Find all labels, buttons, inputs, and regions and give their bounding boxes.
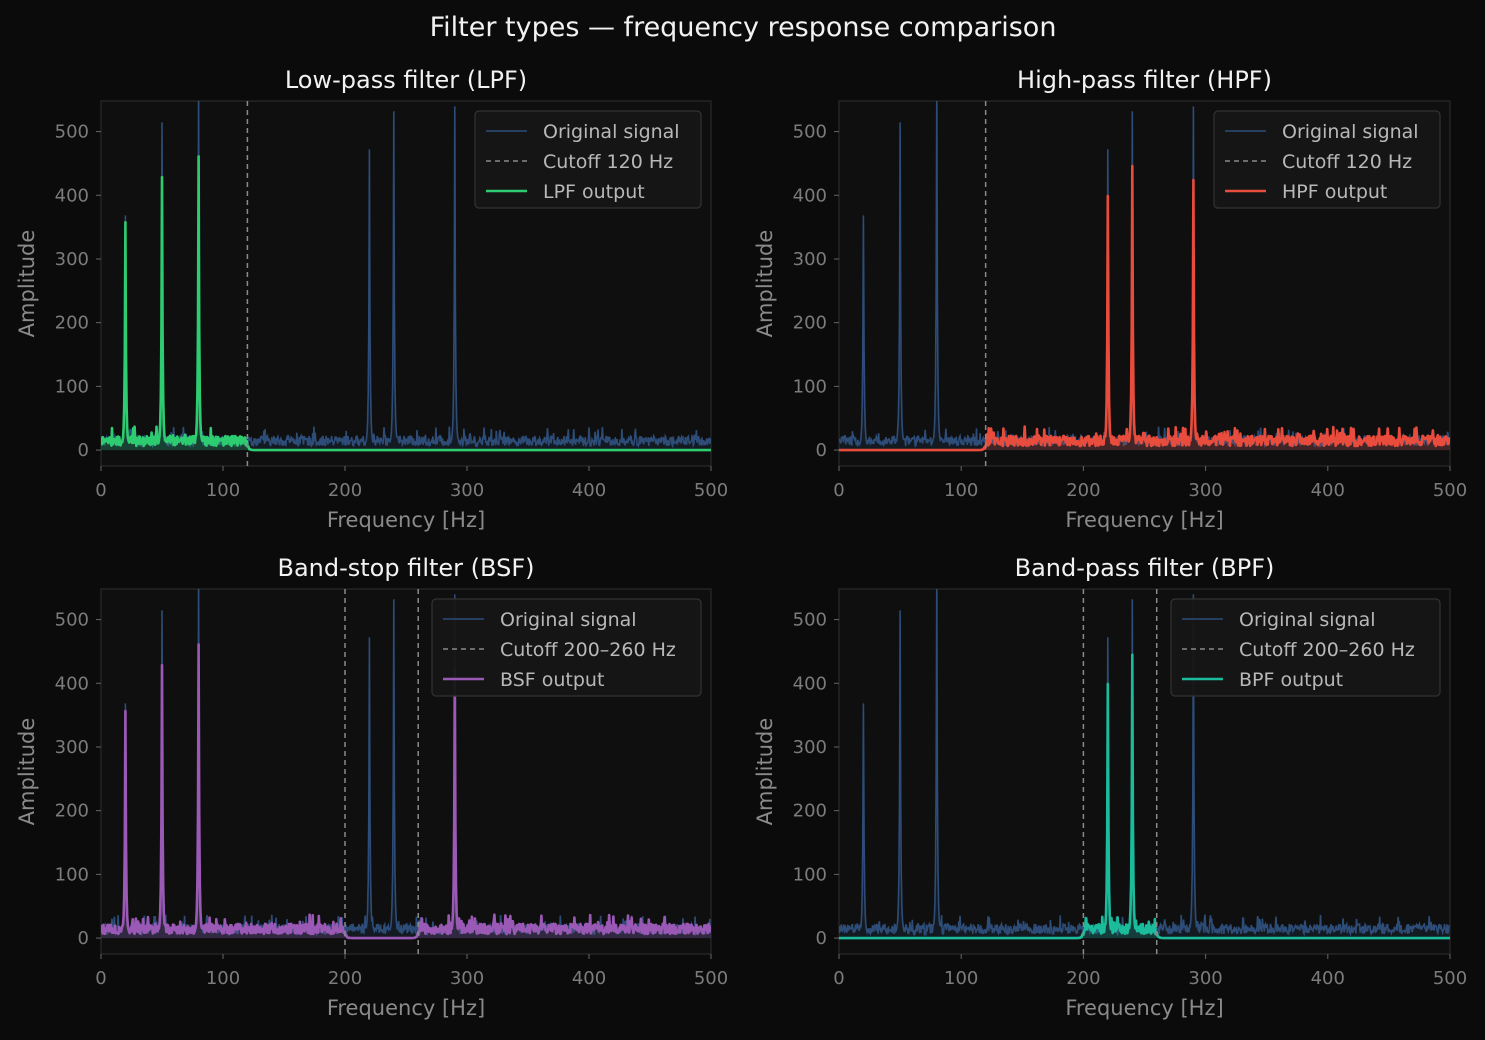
x-axis-label: Frequency [Hz] (1065, 996, 1223, 1020)
plot-area (839, 589, 1450, 954)
x-tick-label: 0 (95, 968, 106, 989)
figure-title: Filter types — frequency response compar… (430, 12, 1057, 43)
y-axis-label: Amplitude (15, 230, 39, 338)
y-tick-label: 500 (55, 122, 89, 143)
y-tick-label: 100 (793, 376, 827, 397)
bsf-output-line (101, 643, 711, 940)
y-tick-label: 200 (55, 313, 89, 334)
x-tick-label: 200 (328, 480, 362, 501)
legend-box (1213, 110, 1441, 209)
y-tick-label: 200 (793, 801, 827, 822)
y-tick-label: 400 (793, 185, 827, 206)
y-tick-label: 500 (55, 610, 89, 631)
y-axis-label: Amplitude (15, 718, 39, 826)
x-tick-label: 500 (1433, 480, 1467, 501)
y-axis-label: Amplitude (753, 230, 777, 338)
x-tick-label: 400 (1311, 968, 1345, 989)
legend-label: BPF output (1239, 669, 1343, 691)
x-tick-label: 0 (833, 480, 844, 501)
y-tick-label: 200 (793, 313, 827, 334)
x-tick-label: 500 (694, 480, 728, 501)
x-tick-label: 100 (944, 480, 978, 501)
y-tick-label: 500 (793, 122, 827, 143)
x-tick-label: 200 (1066, 480, 1100, 501)
plot-area (839, 101, 1450, 466)
legend-box (474, 110, 702, 209)
legend-label: BSF output (500, 669, 604, 691)
legend: Original signal Cutoff 120 Hz LPF output (474, 110, 702, 209)
subplot-bsf: Band-stop filter (BSF) 0 100 200 300 400 500 0 1… (15, 554, 728, 1020)
y-tick-label: 100 (55, 864, 89, 885)
legend: Original signal Cutoff 200–260 Hz BSF outp… (431, 598, 702, 697)
x-tick-label: 500 (1433, 968, 1467, 989)
y-tick-label: 0 (78, 440, 89, 461)
x-tick-label: 400 (572, 480, 606, 501)
y-tick-label: 400 (55, 673, 89, 694)
legend-label: Original signal (543, 121, 680, 143)
x-axis-label: Frequency [Hz] (1065, 508, 1223, 532)
subplot-lpf: Low-pass filter (LPF) 0 100 200 300 400 500 0 10… (15, 66, 728, 532)
x-tick-label: 500 (694, 968, 728, 989)
y-tick-label: 0 (78, 928, 89, 949)
legend-label: LPF output (543, 181, 645, 203)
x-tick-label: 100 (206, 480, 240, 501)
x-tick-label: 0 (95, 480, 106, 501)
y-tick-label: 300 (793, 249, 827, 270)
hpf-output-line (839, 164, 1450, 452)
x-tick-label: 0 (833, 968, 844, 989)
legend: Original signal Cutoff 200–260 Hz BPF outp… (1170, 598, 1441, 697)
y-axis-label: Amplitude (753, 718, 777, 826)
x-tick-label: 300 (1188, 968, 1222, 989)
x-axis-label: Frequency [Hz] (327, 996, 485, 1020)
legend-label: HPF output (1282, 181, 1387, 203)
subplot-title: High-pass filter (HPF) (1017, 66, 1272, 94)
subplot-bpf: Band-pass filter (BPF) 0 100 200 300 400 500 0 1… (753, 554, 1467, 1020)
legend-label: Cutoff 120 Hz (543, 151, 673, 173)
legend-label: Cutoff 120 Hz (1282, 151, 1412, 173)
x-tick-label: 200 (1066, 968, 1100, 989)
subplot-hpf: High-pass filter (HPF) 0 100 200 300 400 500 0 1… (753, 66, 1467, 532)
subplot-title: Band-stop filter (BSF) (277, 554, 534, 582)
legend-label: Cutoff 200–260 Hz (1239, 639, 1415, 661)
axes-frame (100, 588, 712, 955)
y-tick-label: 300 (55, 249, 89, 270)
legend-box (1170, 598, 1441, 697)
x-tick-label: 100 (944, 968, 978, 989)
legend-label: Cutoff 200–260 Hz (500, 639, 676, 661)
y-tick-label: 300 (55, 737, 89, 758)
y-tick-label: 0 (816, 440, 827, 461)
y-tick-label: 500 (793, 610, 827, 631)
plot-area (101, 101, 711, 466)
legend-label: Original signal (1239, 609, 1376, 631)
y-tick-label: 300 (793, 737, 827, 758)
x-tick-label: 300 (450, 968, 484, 989)
legend-label: Original signal (500, 609, 637, 631)
y-tick-label: 100 (55, 376, 89, 397)
legend-label: Original signal (1282, 121, 1419, 143)
x-tick-label: 200 (328, 968, 362, 989)
x-tick-label: 400 (1311, 480, 1345, 501)
y-tick-label: 100 (793, 864, 827, 885)
y-tick-label: 400 (55, 185, 89, 206)
y-tick-label: 400 (793, 673, 827, 694)
x-tick-label: 300 (450, 480, 484, 501)
y-tick-label: 0 (816, 928, 827, 949)
x-tick-label: 300 (1188, 480, 1222, 501)
legend: Original signal Cutoff 120 Hz HPF output (1213, 110, 1441, 209)
bpf-output-line (839, 653, 1450, 940)
plot-area (101, 589, 711, 954)
lpf-output-line (101, 155, 711, 452)
legend-box (431, 598, 702, 697)
subplot-title: Low-pass filter (LPF) (285, 66, 527, 94)
x-axis-label: Frequency [Hz] (327, 508, 485, 532)
x-tick-label: 100 (206, 968, 240, 989)
x-tick-label: 400 (572, 968, 606, 989)
subplots-grid: Low-pass filter (LPF) 0 100 200 300 400 500 0 10… (15, 66, 1467, 1020)
y-tick-label: 200 (55, 801, 89, 822)
subplot-title: Band-pass filter (BPF) (1015, 554, 1275, 582)
